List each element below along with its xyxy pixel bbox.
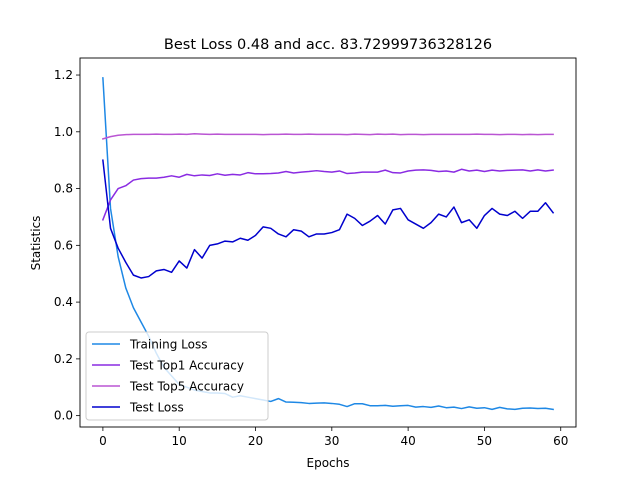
x-tick-label: 10 (172, 434, 187, 448)
y-tick-label: 1.0 (54, 125, 73, 139)
plot-frame (79, 57, 577, 428)
legend-box (85, 331, 269, 421)
y-tick-label: 1.2 (54, 68, 73, 82)
legend-label: Training Loss (129, 338, 207, 352)
chart-title: Best Loss 0.48 and acc. 83.7299973632812… (164, 37, 492, 53)
x-tick-label: 0 (99, 434, 107, 448)
series-line-test-top5-accuracy (101, 133, 554, 140)
x-tick-label: 40 (400, 434, 415, 448)
y-axis-label: Statistics (29, 216, 43, 271)
x-tick-label: 20 (248, 434, 263, 448)
y-tick-label: 0.6 (54, 238, 73, 252)
series-line-test-top1-accuracy (101, 168, 554, 221)
y-tick-label: 0.2 (54, 352, 73, 366)
y-axis: 0.0 0.2 0.4 0.6 0.8 1.0 1.2 (54, 68, 80, 423)
x-tick-label: 50 (477, 434, 492, 448)
legend-label: Test Top1 Accuracy (129, 359, 244, 373)
legend: Training Loss Test Top1 Accuracy Test Top5… (85, 331, 269, 421)
legend-label: Test Loss (129, 401, 184, 415)
y-tick-label: 0.8 (54, 182, 73, 196)
series-line-test-loss (102, 159, 555, 279)
y-tick-label: 0.4 (54, 295, 73, 309)
x-tick-label: 60 (553, 434, 568, 448)
legend-label: Test Top5 Accuracy (129, 380, 244, 394)
x-axis-label: Epochs (307, 456, 350, 470)
x-tick-label: 30 (324, 434, 339, 448)
x-axis: 0 10 20 30 40 50 60 (99, 427, 568, 448)
y-tick-label: 0.0 (54, 409, 73, 423)
